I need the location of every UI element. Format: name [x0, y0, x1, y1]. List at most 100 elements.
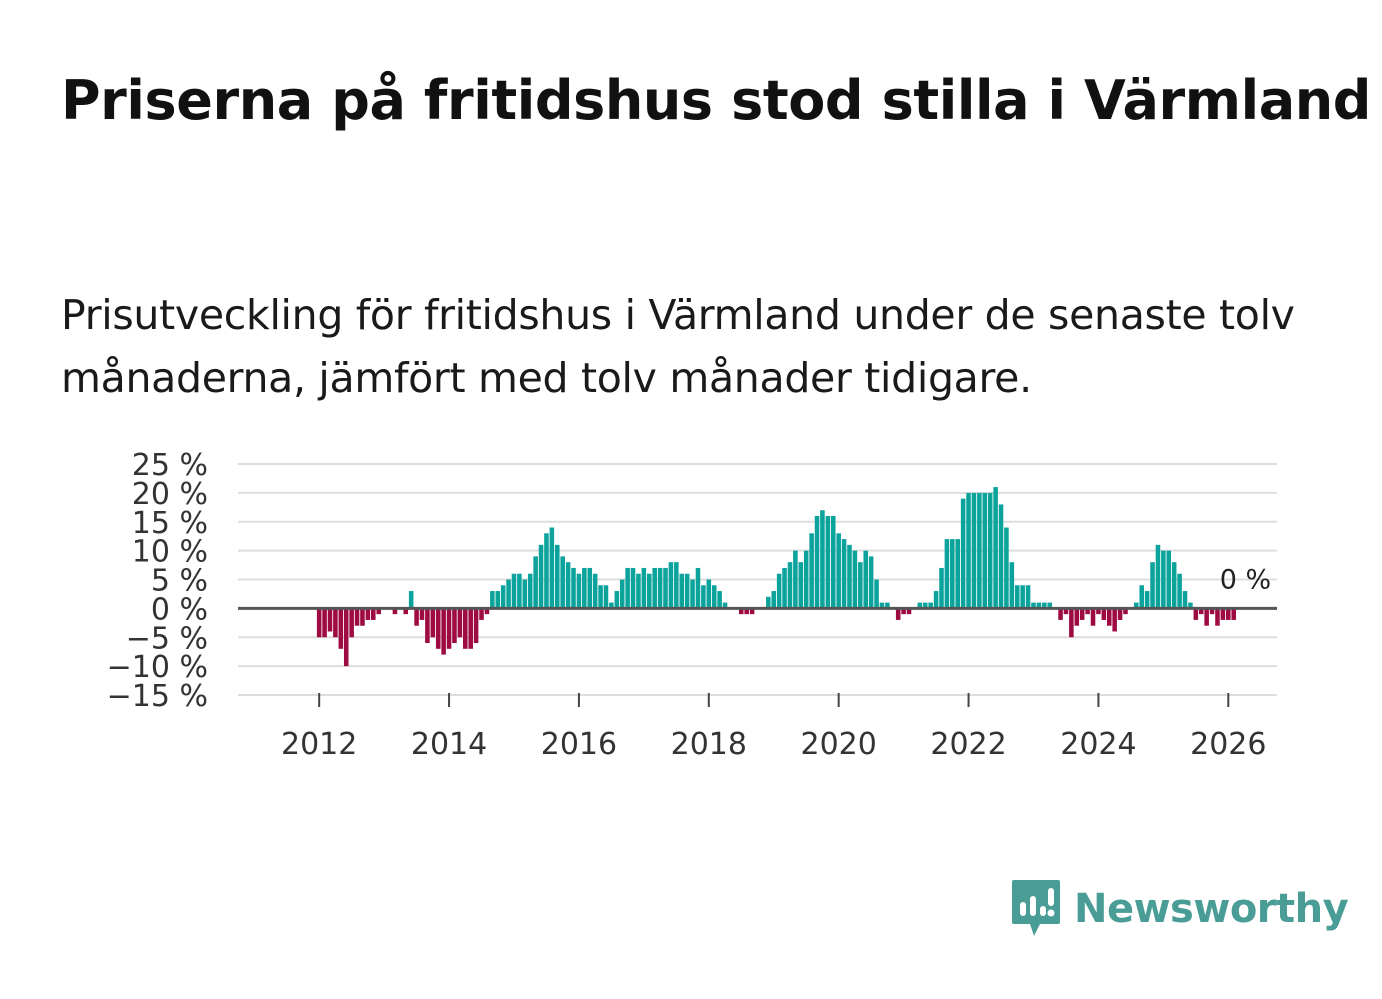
bar	[1204, 608, 1209, 626]
bar	[701, 585, 706, 609]
bar	[657, 567, 663, 609]
bar	[874, 579, 879, 609]
bar	[966, 492, 971, 609]
bar	[1215, 608, 1220, 626]
bar	[1112, 608, 1117, 632]
bar	[787, 562, 793, 609]
bar	[1025, 585, 1031, 609]
bar	[922, 602, 928, 609]
bar	[1085, 608, 1090, 615]
bar	[1106, 608, 1112, 626]
bar	[1090, 608, 1096, 626]
bar	[619, 579, 625, 609]
bar	[527, 573, 533, 609]
bar	[803, 550, 809, 609]
x-tick-label: 2016	[541, 727, 617, 762]
newsworthy-brand[interactable]: Newsworthy	[1010, 878, 1349, 940]
bar	[1117, 608, 1123, 620]
bar	[1144, 591, 1150, 609]
bar	[1134, 602, 1139, 609]
bar	[744, 608, 749, 615]
bar	[1047, 602, 1052, 609]
x-axis-ticks: 2012 2014 2016 2018 2020 2022 2024 2026	[281, 693, 1266, 762]
bar	[549, 527, 555, 609]
bar	[1182, 591, 1188, 609]
bar	[533, 556, 538, 609]
bar	[538, 544, 544, 609]
x-tick-label: 2024	[1060, 727, 1136, 762]
bar	[349, 608, 354, 638]
y-tick-label: 15 %	[132, 506, 208, 541]
bar	[858, 562, 863, 609]
bar	[376, 608, 381, 615]
bar	[852, 550, 858, 609]
bar	[706, 579, 712, 609]
bar	[1177, 573, 1182, 609]
bar	[674, 562, 679, 609]
bar	[939, 567, 944, 609]
x-tick-label: 2020	[800, 727, 876, 762]
bar	[511, 573, 517, 609]
bar	[647, 573, 652, 609]
bar	[495, 591, 501, 609]
bar	[452, 608, 457, 644]
bar	[814, 515, 820, 609]
bar	[1220, 608, 1226, 620]
bar	[679, 573, 685, 609]
bar	[598, 585, 603, 609]
bar	[841, 539, 847, 609]
bar	[901, 608, 906, 615]
bar	[1036, 602, 1042, 609]
bar	[1058, 608, 1063, 620]
bar	[506, 579, 511, 609]
bar	[1031, 602, 1036, 609]
latest-value-label: 0 %	[1220, 564, 1271, 595]
bar-series	[316, 487, 1236, 667]
bar	[571, 567, 576, 609]
bar	[663, 567, 668, 609]
bar	[1155, 544, 1161, 609]
bar	[468, 608, 473, 649]
bar	[906, 608, 912, 615]
bar	[1079, 608, 1085, 620]
bar	[473, 608, 479, 644]
bar	[408, 591, 414, 609]
bar	[609, 602, 614, 609]
bar	[722, 602, 728, 609]
bar	[425, 608, 430, 644]
bar	[950, 539, 955, 609]
bar	[371, 608, 376, 620]
bar	[960, 498, 966, 609]
bar	[1074, 608, 1080, 626]
x-tick-label: 2026	[1190, 727, 1266, 762]
bar	[825, 515, 831, 609]
bar	[684, 573, 690, 609]
bar	[690, 579, 695, 609]
x-tick-label: 2022	[930, 727, 1006, 762]
bar	[463, 608, 468, 649]
bar	[316, 608, 322, 638]
bar	[1101, 608, 1107, 620]
bar	[479, 608, 484, 620]
bar	[1198, 608, 1204, 615]
bar	[1020, 585, 1025, 609]
bar	[885, 602, 890, 609]
bar	[1209, 608, 1215, 615]
bar	[933, 591, 939, 609]
bar	[490, 591, 495, 609]
bar	[820, 510, 825, 609]
bar	[636, 573, 641, 609]
y-tick-label: −5 %	[126, 621, 208, 656]
bar	[766, 596, 771, 609]
newsworthy-logo-icon	[1012, 880, 1060, 936]
bar	[749, 608, 755, 615]
bar	[419, 608, 425, 620]
bar	[1139, 585, 1144, 609]
bar	[625, 567, 630, 609]
bar	[998, 504, 1004, 609]
bar	[917, 602, 923, 609]
bar	[1069, 608, 1074, 638]
bar	[1226, 608, 1231, 620]
y-tick-label: 20 %	[132, 477, 208, 512]
bar	[457, 608, 463, 638]
